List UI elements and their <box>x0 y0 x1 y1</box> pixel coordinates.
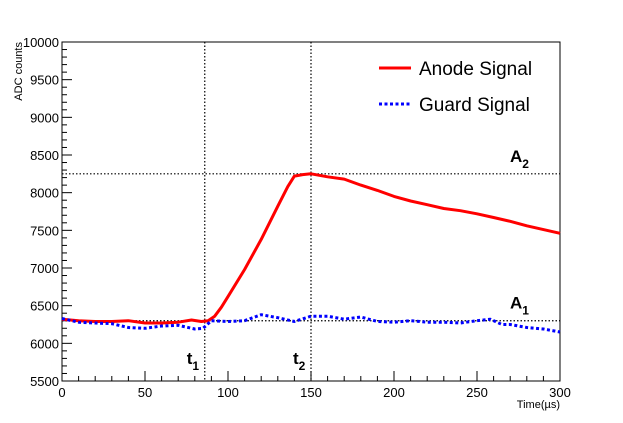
tick-labels: 0 50 100 150 200 250 300 5500 6000 6500 7000 7500 80… <box>23 35 571 400</box>
x-tick-label: 100 <box>217 385 239 400</box>
y-tick-label: 8000 <box>30 186 59 201</box>
x-tick-label: 50 <box>138 385 152 400</box>
label-a2: A2 <box>510 147 529 171</box>
y-tick-label: 5500 <box>30 374 59 389</box>
y-tick-label: 10000 <box>23 35 59 50</box>
y-tick-label: 7000 <box>30 261 59 276</box>
x-tick-label: 250 <box>466 385 488 400</box>
y-tick-label: 7500 <box>30 223 59 238</box>
label-t2: t2 <box>293 349 306 373</box>
y-axis-title: ADC counts <box>13 42 25 101</box>
label-a1: A1 <box>510 294 529 318</box>
x-axis-title: Time(µs) <box>517 399 560 411</box>
y-tick-label: 8500 <box>30 148 59 163</box>
x-tick-label: 150 <box>300 385 322 400</box>
legend-label-anode: Anode Signal <box>419 59 532 80</box>
series-line-guard-signal <box>61 313 561 334</box>
y-tick-label: 9000 <box>30 110 59 125</box>
series-layer <box>61 172 561 334</box>
x-tick-label: 200 <box>383 385 405 400</box>
x-tick-label: 0 <box>58 385 65 400</box>
axis-ticks <box>61 41 561 382</box>
y-tick-label: 6500 <box>30 299 59 314</box>
legend: Anode Signal Guard Signal <box>379 59 532 116</box>
label-t1: t1 <box>187 349 200 373</box>
reference-lines <box>62 42 560 381</box>
x-tick-label: 300 <box>549 385 571 400</box>
y-tick-label: 6000 <box>30 336 59 351</box>
series-line-anode-signal <box>61 172 561 325</box>
annotations: t1 t2 A2 A1 <box>187 147 530 373</box>
legend-label-guard: Guard Signal <box>419 95 530 116</box>
y-tick-label: 9500 <box>30 73 59 88</box>
